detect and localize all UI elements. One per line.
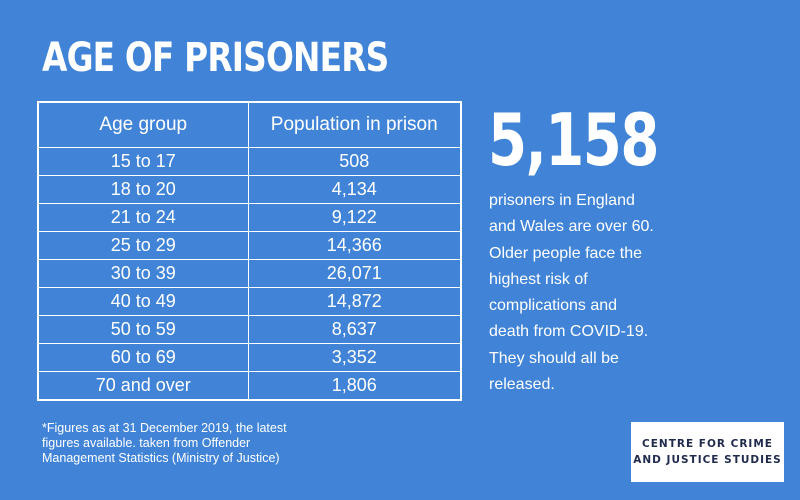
population-cell: 4,134 (247, 175, 462, 204)
highlight-text-line: complications and (489, 297, 618, 315)
highlight-number: 5,158 (488, 98, 659, 182)
highlight-text: prisoners in England and Wales are over 6… (489, 188, 759, 398)
age-population-table: Age group Population in prison 15 to 17 5… (37, 101, 462, 401)
age-group-cell: 40 to 49 (37, 287, 249, 316)
footnote: *Figures as at 31 December 2019, the lat… (42, 421, 342, 466)
population-cell: 8,637 (247, 315, 462, 344)
highlight-text-line: They should all be (489, 349, 619, 367)
column-header-age-group: Age group (37, 101, 249, 148)
table-body: 15 to 17 508 18 to 20 4,134 21 to 24 9,122 25 … (37, 147, 462, 401)
logo-text-line: CENTRE FOR CRIME (642, 438, 773, 450)
age-group-cell: 30 to 39 (37, 259, 249, 288)
highlight-text-line: death from COVID-19. (489, 323, 649, 341)
table-row: 50 to 59 8,637 (37, 315, 462, 344)
footnote-line: Management Statistics (Ministry of Justi… (42, 451, 280, 465)
table-header-row: Age group Population in prison (37, 101, 462, 148)
organisation-logo: CENTRE FOR CRIME AND JUSTICE STUDIES (631, 422, 784, 482)
table-row: 60 to 69 3,352 (37, 343, 462, 372)
population-cell: 9,122 (247, 203, 462, 232)
age-group-cell: 18 to 20 (37, 175, 249, 204)
logo-text-line: AND JUSTICE STUDIES (633, 454, 782, 466)
population-cell: 26,071 (247, 259, 462, 288)
table-row: 25 to 29 14,366 (37, 231, 462, 260)
age-group-cell: 70 and over (37, 371, 249, 401)
footnote-line: figures available. taken from Offender (42, 436, 251, 450)
population-cell: 3,352 (247, 343, 462, 372)
age-group-cell: 15 to 17 (37, 147, 249, 176)
footnote-line: *Figures as at 31 December 2019, the lat… (42, 421, 287, 435)
population-cell: 14,872 (247, 287, 462, 316)
age-group-cell: 50 to 59 (37, 315, 249, 344)
table-row: 18 to 20 4,134 (37, 175, 462, 204)
population-cell: 1,806 (247, 371, 462, 401)
column-header-population: Population in prison (247, 101, 462, 148)
age-group-cell: 25 to 29 (37, 231, 249, 260)
highlight-text-line: Older people face the (489, 244, 642, 262)
table-row: 70 and over 1,806 (37, 371, 462, 401)
age-group-cell: 60 to 69 (37, 343, 249, 372)
page-title: AGE OF PRISONERS (42, 35, 389, 81)
table-row: 40 to 49 14,872 (37, 287, 462, 316)
table-row: 15 to 17 508 (37, 147, 462, 176)
table-row: 21 to 24 9,122 (37, 203, 462, 232)
highlight-text-line: and Wales are over 60. (489, 218, 654, 236)
highlight-text-line: prisoners in England (489, 192, 635, 209)
age-group-cell: 21 to 24 (37, 203, 249, 232)
population-cell: 508 (247, 147, 462, 176)
table-row: 30 to 39 26,071 (37, 259, 462, 288)
highlight-text-line: released. (489, 376, 555, 394)
population-cell: 14,366 (247, 231, 462, 260)
highlight-text-line: highest risk of (489, 270, 588, 288)
